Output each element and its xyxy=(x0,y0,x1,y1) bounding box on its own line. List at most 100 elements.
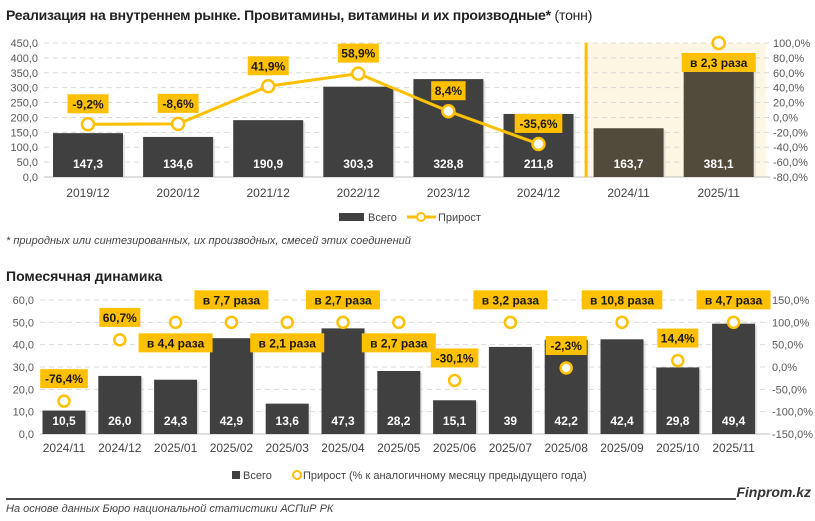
right-axis-tick: -60,0% xyxy=(773,157,808,169)
legend-label-total: Всего xyxy=(243,470,272,482)
right-axis-tick: 150,0% xyxy=(772,295,810,307)
growth-point xyxy=(447,373,462,388)
right-axis-tick: 100,0% xyxy=(773,38,811,50)
bar-value-label: 39 xyxy=(504,414,518,428)
category-label: 2024/11 xyxy=(43,441,86,455)
category-label: 2020/12 xyxy=(156,186,200,200)
growth-label: 14,4% xyxy=(661,332,695,346)
left-axis-tick: 20,0 xyxy=(13,384,34,396)
category-label: 2024/12 xyxy=(98,441,142,455)
growth-point xyxy=(615,315,629,330)
growth-label-bg xyxy=(99,307,141,327)
legend-line-marker xyxy=(416,212,426,222)
chart-title: Реализация на внутреннем рынке. Провитам… xyxy=(6,7,592,23)
growth-label-bg xyxy=(250,333,325,353)
legend-point-marker xyxy=(292,470,302,480)
left-axis-tick: 400,0 xyxy=(10,53,38,65)
growth-point xyxy=(441,103,456,119)
growth-point xyxy=(351,66,366,81)
right-axis-tick: 80,0% xyxy=(773,53,804,65)
bar-value-label: 303,3 xyxy=(343,157,373,171)
category-label: 2022/12 xyxy=(337,186,381,200)
bar-value-label: 381,1 xyxy=(704,157,734,171)
bar xyxy=(53,133,123,177)
growth-label: 8,4% xyxy=(435,84,463,98)
bar xyxy=(433,400,477,434)
bar-value-label: 134,6 xyxy=(163,157,193,171)
growth-point xyxy=(80,117,96,132)
bar-value-label: 328,8 xyxy=(433,157,463,171)
growth-label: в 3,2 раза xyxy=(482,293,540,307)
bar xyxy=(321,328,365,434)
monthly-chart: 0,0 10,0 20,0 30,0 40,0 50,0 60,0 -150,0% -100,0… xyxy=(13,290,813,482)
bar-value-label: 42,2 xyxy=(555,414,579,428)
category-label: 2025/06 xyxy=(433,441,477,455)
right-axis-tick: 0,0% xyxy=(772,362,797,374)
bar-value-label: 47,3 xyxy=(331,414,355,428)
source-note: На основе данных Бюро национальной стати… xyxy=(6,503,334,515)
growth-label: 58,9% xyxy=(341,47,375,61)
legend-label-growth: Прирост (% к аналогичному месяцу предыду… xyxy=(303,470,587,482)
category-label: 2019/12 xyxy=(66,186,110,200)
bar xyxy=(683,63,754,177)
category-label: 2025/09 xyxy=(600,441,644,455)
bar xyxy=(209,338,253,434)
left-axis-tick: 350,0 xyxy=(10,68,38,80)
bar xyxy=(593,128,664,177)
right-axis-tick: 20,0% xyxy=(773,98,804,110)
bar-value-label: 29,8 xyxy=(666,414,690,428)
growth-label-bg xyxy=(40,369,88,389)
bar-value-label: 163,7 xyxy=(614,157,644,171)
bar-value-label: 49,4 xyxy=(722,414,746,428)
bar-value-label: 13,6 xyxy=(276,414,300,428)
left-axis-tick: 50,0 xyxy=(13,317,34,329)
category-label: 2021/12 xyxy=(247,186,291,200)
growth-label: в 7,7 раза xyxy=(203,293,261,307)
category-label: 2024/11 xyxy=(607,186,650,200)
growth-label-bg xyxy=(431,81,466,101)
growth-label: -30,1% xyxy=(436,351,474,365)
growth-label: -35,6% xyxy=(519,117,557,131)
bar xyxy=(712,323,756,434)
right-axis-tick: -50,0% xyxy=(772,384,807,396)
left-axis-tick: 0,0 xyxy=(19,429,34,441)
left-axis-tick: 150,0 xyxy=(10,127,38,139)
bar xyxy=(233,120,304,177)
growth-label: в 2,3 раза xyxy=(690,56,748,70)
bar xyxy=(265,403,309,434)
category-label: 2025/05 xyxy=(377,441,421,455)
growth-label-bg xyxy=(696,290,771,310)
growth-label-bg xyxy=(430,348,479,368)
left-axis-tick: 100,0 xyxy=(10,142,38,154)
right-axis-tick: 60,0% xyxy=(773,68,804,80)
brand-logo: Finprom.kz xyxy=(736,484,811,500)
category-label: 2025/07 xyxy=(489,441,533,455)
bar xyxy=(488,346,532,434)
bar-value-label: 26,0 xyxy=(108,414,132,428)
bar-value-label: 42,4 xyxy=(610,414,634,428)
growth-label-bg xyxy=(545,336,587,356)
period-separator xyxy=(584,43,588,177)
bar-value-label: 28,2 xyxy=(387,414,411,428)
growth-point xyxy=(503,315,518,330)
growth-label-bg xyxy=(657,328,699,348)
bar xyxy=(154,379,198,434)
growth-line xyxy=(87,72,540,146)
growth-label-bg xyxy=(138,333,213,353)
bar-value-label: 24,3 xyxy=(164,414,188,428)
growth-label-bg xyxy=(67,94,109,114)
left-axis-tick: 300,0 xyxy=(10,83,38,95)
growth-label-bg xyxy=(247,56,289,76)
growth-label: в 2,7 раза xyxy=(314,293,372,307)
right-axis-tick: -20,0% xyxy=(773,127,808,139)
legend-bar-swatch xyxy=(232,471,240,479)
footnote: * природных или синтезированных, их прои… xyxy=(6,235,411,247)
growth-point xyxy=(531,136,546,152)
growth-label-bg xyxy=(473,290,548,310)
title-text: Реализация на внутреннем рынке. Провитам… xyxy=(6,7,551,23)
growth-label-bg xyxy=(581,290,663,310)
legend-bar-swatch xyxy=(339,213,364,221)
growth-label-bg xyxy=(157,93,199,113)
growth-point xyxy=(392,315,406,330)
bar-value-label: 10,5 xyxy=(52,414,76,428)
